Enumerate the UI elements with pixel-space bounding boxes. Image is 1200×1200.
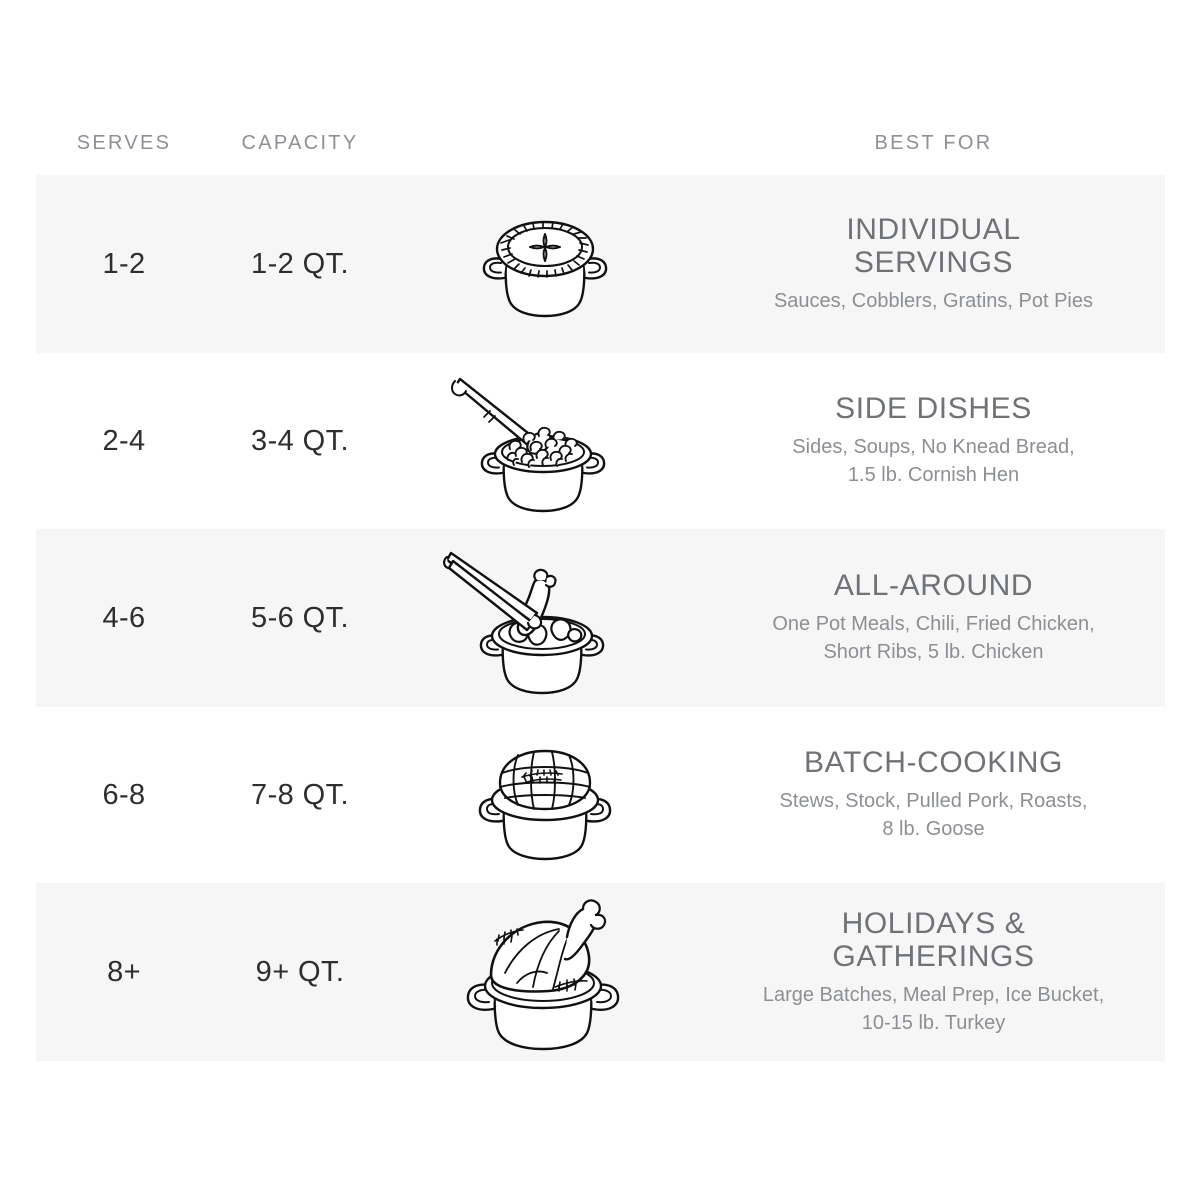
best-for-title: SIDE DISHES xyxy=(835,392,1032,426)
best-for-title: ALL-AROUND xyxy=(833,569,1034,603)
column-header-best-for-label: BEST FOR xyxy=(874,131,993,154)
best-for-subtitle: Stews, Stock, Pulled Pork, Roasts, 8 lb.… xyxy=(779,789,1088,841)
dutch-oven-fried-chicken-tongs-illustration xyxy=(388,533,702,703)
cell-best-for: SIDE DISHES Sides, Soups, No Knead Bread… xyxy=(702,392,1165,489)
table-body: 1-2 1-2 QT. xyxy=(36,175,1165,1061)
dutch-oven-turkey-illustration xyxy=(388,887,702,1057)
cell-capacity: 7-8 QT. xyxy=(251,778,349,811)
column-header-capacity: CAPACITY xyxy=(212,132,388,155)
cell-best-for: HOLIDAYS & GATHERINGS Large Batches, Mea… xyxy=(702,907,1165,1038)
cell-best-for: ALL-AROUND One Pot Meals, Chili, Fried C… xyxy=(702,569,1165,666)
cell-capacity: 5-6 QT. xyxy=(251,601,349,634)
best-for-subtitle: Sides, Soups, No Knead Bread, 1.5 lb. Co… xyxy=(792,435,1075,487)
cell-serves: 2-4 xyxy=(102,424,146,457)
cell-capacity: 3-4 QT. xyxy=(251,424,349,457)
best-for-title: INDIVIDUAL SERVINGS xyxy=(846,212,1021,280)
table-row: 2-4 3-4 QT. xyxy=(36,353,1165,529)
table-row: 4-6 5-6 QT. xyxy=(36,529,1165,707)
table-row: 1-2 1-2 QT. xyxy=(36,175,1165,353)
table-header: SERVES CAPACITY BEST FOR xyxy=(36,118,1165,168)
dutch-oven-pasta-spoon-illustration xyxy=(388,361,702,521)
cell-serves: 6-8 xyxy=(102,778,146,811)
column-header-capacity-label: CAPACITY xyxy=(241,131,359,154)
table-row: 6-8 7-8 QT. xyxy=(36,707,1165,883)
best-for-title: BATCH-COOKING xyxy=(804,746,1063,780)
cell-best-for: BATCH-COOKING Stews, Stock, Pulled Pork,… xyxy=(702,746,1165,843)
dutch-oven-pot-pie-illustration xyxy=(388,204,702,324)
cell-capacity: 9+ QT. xyxy=(255,955,345,988)
column-header-serves-label: SERVES xyxy=(76,131,172,154)
dutch-oven-roast-illustration xyxy=(388,725,702,865)
best-for-subtitle: Sauces, Cobblers, Gratins, Pot Pies xyxy=(773,289,1094,312)
best-for-subtitle: Large Batches, Meal Prep, Ice Bucket, 10… xyxy=(762,983,1105,1035)
cell-serves: 1-2 xyxy=(102,247,146,280)
cell-serves: 4-6 xyxy=(102,601,146,634)
cell-best-for: INDIVIDUAL SERVINGS Sauces, Cobblers, Gr… xyxy=(702,213,1165,316)
table-row: 8+ 9+ QT. xyxy=(36,883,1165,1061)
column-header-best-for: BEST FOR xyxy=(702,132,1165,155)
cell-capacity: 1-2 QT. xyxy=(251,247,349,280)
best-for-subtitle: One Pot Meals, Chili, Fried Chicken, Sho… xyxy=(772,612,1095,664)
column-header-serves: SERVES xyxy=(36,132,212,155)
cell-serves: 8+ xyxy=(107,955,141,988)
best-for-title: HOLIDAYS & GATHERINGS xyxy=(832,906,1035,974)
